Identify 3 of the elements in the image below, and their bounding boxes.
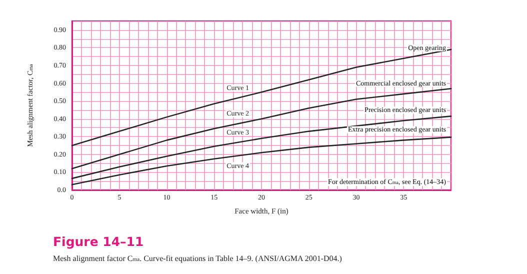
line-series <box>71 116 452 180</box>
line-series <box>71 136 452 186</box>
text: Figure 14–11 <box>53 234 144 249</box>
